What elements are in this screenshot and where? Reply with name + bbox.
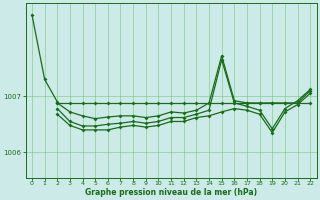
X-axis label: Graphe pression niveau de la mer (hPa): Graphe pression niveau de la mer (hPa) (85, 188, 257, 197)
